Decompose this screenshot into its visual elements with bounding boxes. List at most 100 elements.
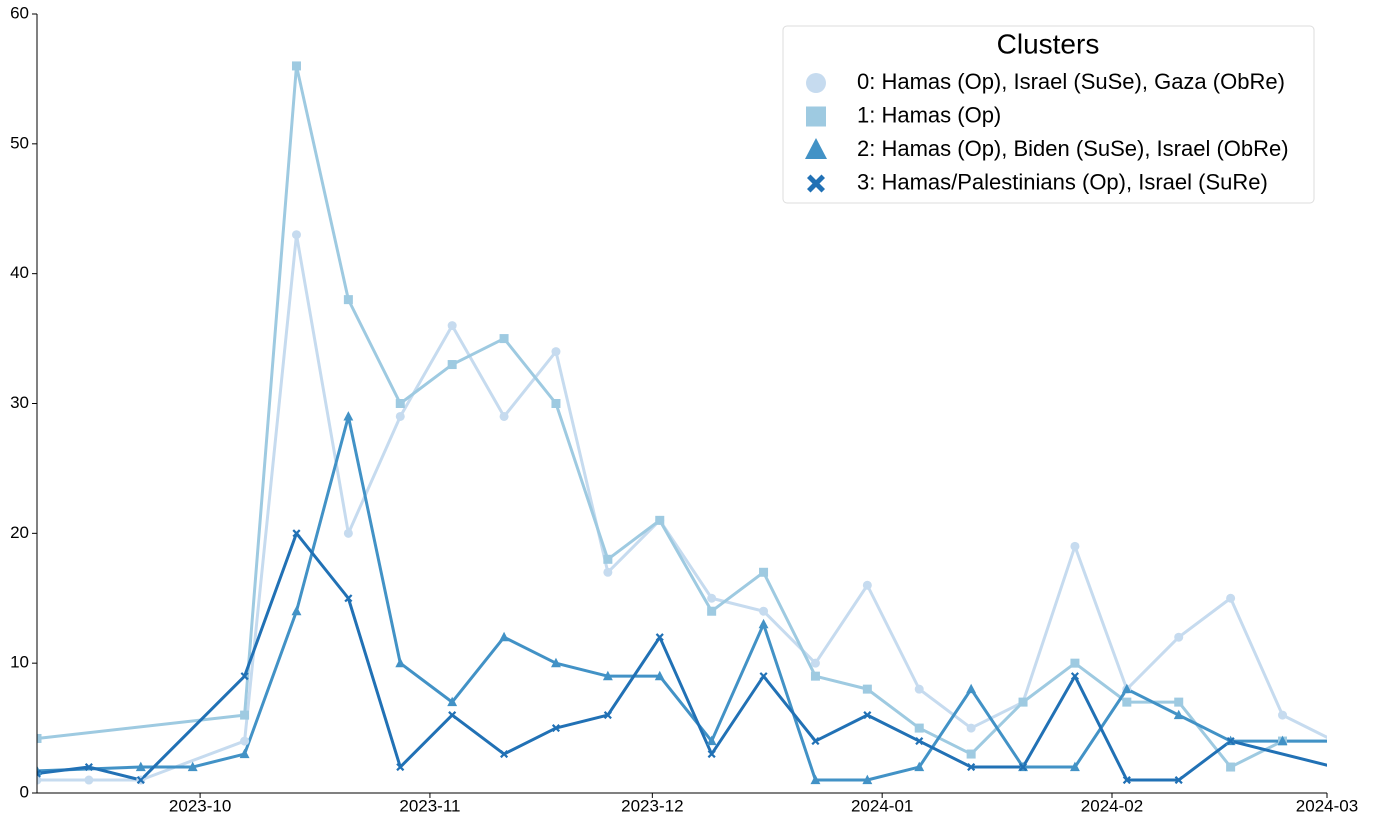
marker — [396, 762, 405, 772]
marker — [240, 736, 250, 746]
marker — [84, 775, 94, 785]
marker — [447, 360, 457, 370]
marker — [343, 411, 354, 421]
y-tick-label: 60 — [10, 3, 29, 22]
legend-marker — [807, 174, 825, 193]
marker — [706, 735, 717, 746]
marker — [810, 671, 820, 681]
x-tick-label: 2024-01 — [851, 796, 913, 815]
marker — [135, 761, 146, 772]
marker — [447, 321, 457, 331]
marker — [344, 594, 353, 603]
marker — [1330, 737, 1339, 746]
marker — [914, 761, 925, 772]
marker — [1070, 658, 1080, 668]
marker — [759, 567, 769, 577]
marker — [395, 411, 405, 421]
x-tick-label: 2023-12 — [621, 796, 683, 815]
marker — [603, 567, 613, 577]
marker — [602, 670, 613, 681]
marker — [1329, 736, 1339, 745]
marker — [499, 631, 510, 642]
marker — [37, 775, 42, 785]
marker — [37, 769, 42, 778]
marker — [1174, 632, 1184, 642]
legend-marker — [806, 106, 826, 127]
marker — [966, 749, 976, 759]
marker — [707, 606, 717, 616]
marker — [811, 737, 820, 746]
marker — [1226, 762, 1236, 772]
marker — [240, 672, 249, 681]
marker — [654, 670, 665, 681]
legend-label: 0: Hamas (Op), Israel (SuSe), Gaza (ObRe… — [857, 69, 1285, 94]
marker — [967, 762, 976, 772]
marker — [707, 750, 716, 759]
y-tick-label: 50 — [10, 133, 29, 152]
marker — [292, 529, 301, 538]
marker — [862, 774, 873, 785]
marker — [551, 657, 561, 668]
marker — [1226, 737, 1235, 746]
y-tick-label: 40 — [10, 263, 29, 282]
marker — [863, 711, 872, 720]
legend-marker — [806, 73, 826, 93]
marker — [291, 230, 301, 240]
series-line — [37, 414, 1327, 782]
marker — [758, 618, 769, 629]
marker — [551, 724, 561, 733]
y-tick-label: 0 — [20, 782, 29, 801]
marker — [1018, 762, 1028, 772]
marker — [239, 748, 250, 759]
marker — [966, 683, 977, 694]
marker — [136, 775, 145, 785]
marker — [862, 684, 872, 694]
marker — [448, 711, 457, 720]
marker — [1278, 710, 1288, 720]
series-line — [37, 531, 1327, 782]
marker — [291, 61, 301, 71]
marker — [655, 515, 665, 525]
marker — [862, 580, 872, 590]
y-tick-label: 20 — [10, 523, 29, 542]
marker — [499, 334, 509, 344]
marker — [551, 399, 561, 408]
x-tick-label: 2024-02 — [1081, 796, 1143, 815]
marker — [551, 347, 561, 357]
marker — [603, 711, 612, 720]
marker — [914, 723, 924, 733]
marker — [1174, 697, 1184, 707]
marker — [187, 761, 198, 772]
legend — [782, 25, 1315, 204]
marker — [1070, 541, 1080, 551]
legend-label: 3: Hamas/Palestinians (Op), Israel (SuRe… — [857, 169, 1268, 194]
legend-marker — [805, 138, 827, 159]
marker — [291, 605, 302, 616]
marker — [395, 657, 406, 668]
y-tick-label: 10 — [10, 653, 29, 672]
marker — [707, 593, 717, 603]
marker — [655, 633, 664, 642]
marker — [1018, 697, 1028, 707]
legend-label: 1: Hamas (Op) — [857, 102, 1001, 127]
marker — [810, 774, 821, 785]
marker — [810, 658, 820, 668]
marker — [915, 737, 924, 746]
marker — [603, 554, 613, 564]
plot-area — [37, 61, 1339, 785]
marker — [1173, 709, 1184, 720]
marker — [1277, 735, 1288, 746]
x-tick-label: 2023-11 — [399, 796, 460, 815]
marker — [343, 528, 353, 538]
marker — [966, 723, 976, 733]
marker — [1330, 737, 1339, 746]
marker — [343, 295, 353, 305]
marker — [1122, 775, 1131, 785]
marker — [499, 411, 509, 421]
marker — [759, 606, 769, 616]
marker — [395, 399, 405, 408]
marker — [1330, 763, 1338, 771]
marker — [37, 733, 42, 743]
